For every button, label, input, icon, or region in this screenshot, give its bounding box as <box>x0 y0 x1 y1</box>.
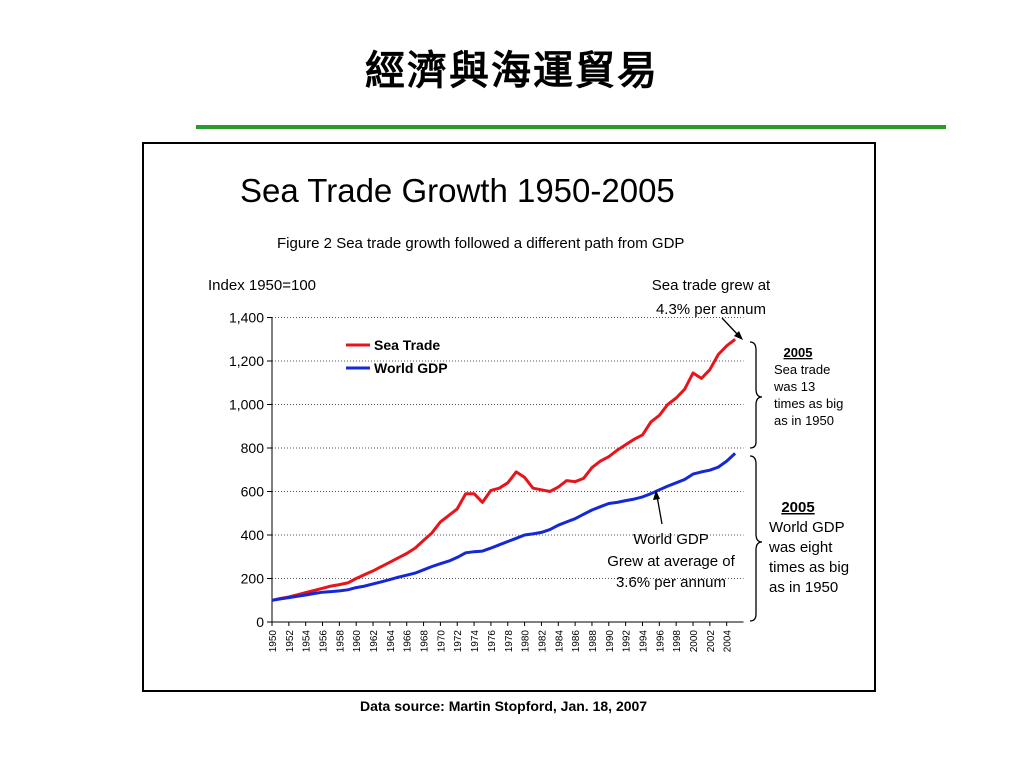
legend-label: World GDP <box>374 360 448 376</box>
y-tick-labels: 0 200 400 600 800 1,000 1,200 1,400 <box>229 310 264 631</box>
x-tick-label: 1962 <box>369 630 380 653</box>
annotation-arrow <box>721 317 740 337</box>
x-tick-label: 1976 <box>487 630 498 653</box>
brace-text: times as big <box>774 396 843 411</box>
y-tick-label: 600 <box>241 484 265 500</box>
y-tick-label: 1,400 <box>229 310 264 326</box>
annotation-text: Sea trade grew at <box>652 277 771 294</box>
series-lines <box>271 338 737 602</box>
x-tick-label: 1998 <box>672 630 683 653</box>
x-tick-label: 1970 <box>436 630 447 653</box>
x-tick-label: 1958 <box>335 630 346 653</box>
x-tick-label: 1994 <box>638 630 649 653</box>
x-tick-label: 1972 <box>453 630 464 653</box>
brace-text: was 13 <box>773 379 815 394</box>
brace-text: World GDP <box>769 519 845 536</box>
x-tick-label: 1986 <box>571 630 582 653</box>
annotations: Sea trade grew at 4.3% per annum World GDP… <box>607 277 849 622</box>
y-tick-label: 1,000 <box>229 397 264 413</box>
annotation-text: Grew at average of <box>607 553 735 570</box>
world-gdp-brace <box>749 455 763 622</box>
title-divider <box>196 125 946 129</box>
y-tick-label: 0 <box>256 614 264 630</box>
brace-text: was eight <box>768 539 833 556</box>
y-tick-label: 200 <box>241 571 265 587</box>
x-tick-label: 1980 <box>521 630 532 653</box>
x-tick-label: 2002 <box>706 630 717 653</box>
annotation-text: World GDP <box>633 531 709 548</box>
brace-text: as in 1950 <box>769 579 838 596</box>
legend-label: Sea Trade <box>374 337 440 353</box>
brace-text: Sea trade <box>774 362 830 377</box>
grid-lines <box>267 317 744 623</box>
legend: Sea Trade World GDP <box>346 337 448 376</box>
x-tick-label: 1956 <box>319 630 330 653</box>
data-source-note: Data source: Martin Stopford, Jan. 18, 2… <box>360 698 648 714</box>
brace-year: 2005 <box>784 345 813 360</box>
x-tick-label: 1990 <box>605 630 616 653</box>
x-tick-labels: 1950 1952 1954 1956 1958 1960 1962 1964 1966 1968… <box>268 622 734 652</box>
x-tick-label: 1982 <box>537 630 548 653</box>
chart-frame: Sea Trade Growth 1950-2005 Figure 2 Sea … <box>142 142 876 692</box>
sea-trade-growth-chart: Sea Trade Growth 1950-2005 Figure 2 Sea … <box>208 172 849 652</box>
x-tick-label: 1950 <box>268 630 279 653</box>
y-tick-label: 800 <box>241 440 265 456</box>
x-tick-label: 1992 <box>622 630 633 653</box>
annotation-arrowhead <box>734 331 743 340</box>
sea-trade-brace <box>749 341 763 449</box>
annotation-arrow <box>656 495 663 525</box>
x-tick-label: 1974 <box>470 630 481 653</box>
y-tick-label: 1,200 <box>229 353 264 369</box>
annotation-arrowhead <box>653 490 660 500</box>
slide-title: 經濟與海運貿易 <box>365 47 659 94</box>
world-gdp-line <box>271 452 737 602</box>
brace-text: as in 1950 <box>774 413 834 428</box>
y-axis-label: Index 1950=100 <box>208 277 316 294</box>
x-tick-label: 1964 <box>386 630 397 653</box>
x-tick-label: 1968 <box>420 630 431 653</box>
y-tick-label: 400 <box>241 527 265 543</box>
x-tick-label: 1984 <box>554 630 565 653</box>
sea-trade-line <box>271 338 737 602</box>
x-tick-label: 1978 <box>504 630 515 653</box>
chart-title: Sea Trade Growth 1950-2005 <box>240 172 675 209</box>
x-tick-label: 1952 <box>285 630 296 653</box>
annotation-text: 3.6% per annum <box>616 574 726 591</box>
brace-text: times as big <box>769 559 849 576</box>
brace-year: 2005 <box>781 499 814 516</box>
x-tick-label: 2000 <box>689 630 700 653</box>
x-tick-label: 1960 <box>352 630 363 653</box>
x-tick-label: 1954 <box>302 630 313 653</box>
x-tick-label: 1988 <box>588 630 599 653</box>
annotation-text: 4.3% per annum <box>656 301 766 318</box>
x-tick-label: 2004 <box>723 630 734 653</box>
chart-subtitle: Figure 2 Sea trade growth followed a dif… <box>277 235 684 252</box>
x-tick-label: 1996 <box>655 630 666 653</box>
x-tick-label: 1966 <box>403 630 414 653</box>
